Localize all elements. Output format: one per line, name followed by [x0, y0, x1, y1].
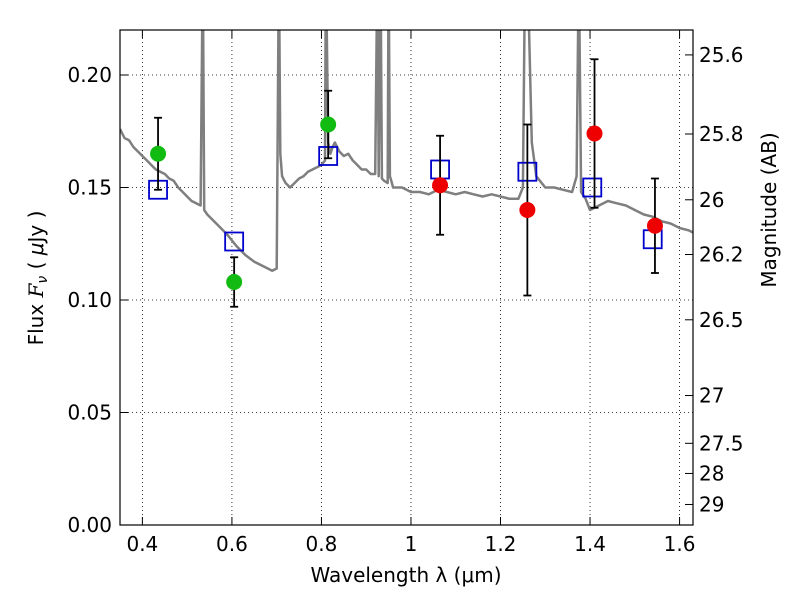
plot-frame [119, 29, 694, 526]
y-tick-label: 0.00 [67, 513, 112, 537]
x-tick-label: 1 [405, 532, 418, 556]
axis-ticks: 0.4 0.6 0.8 1 1.2 1.4 1.6 0.00 0.05 0.10 0.15 0.20 2… [67, 30, 744, 556]
y2-axis-label: Magnitude (AB) [757, 132, 781, 287]
model-photometry-square [582, 177, 603, 198]
y2-tick-label: 27.5 [699, 431, 744, 455]
observed-flux-point [150, 145, 167, 162]
observed-flux-point [519, 202, 536, 218]
y-axis-label: Flux Fν ( μJy ) [24, 211, 51, 346]
y2-tick-label: 27 [699, 384, 724, 408]
x-tick-label: 0.6 [216, 532, 248, 556]
y2-tick-label: 29 [699, 492, 724, 516]
grid [120, 30, 693, 526]
y-tick-label: 0.20 [67, 63, 112, 87]
model-photometry-square [224, 231, 245, 252]
x-tick-label: 1.6 [664, 532, 696, 556]
observed-flux-point [586, 125, 603, 142]
x-tick-label: 0.4 [126, 532, 158, 556]
x-tick-label: 1.4 [574, 532, 606, 556]
y2-tick-label: 26 [699, 188, 724, 212]
y-tick-label: 0.05 [67, 401, 112, 425]
y2-tick-label: 25.6 [699, 43, 744, 67]
observed-flux-point [432, 177, 449, 194]
x-axis-label: Wavelength λ (μm) [310, 563, 501, 587]
y-tick-label: 0.10 [67, 288, 112, 312]
x-tick-label: 0.8 [306, 532, 338, 556]
y2-tick-label: 26.5 [699, 308, 744, 332]
y2-tick-label: 26.2 [699, 242, 744, 266]
y2-tick-label: 25.8 [699, 122, 744, 146]
x-tick-label: 1.2 [485, 532, 517, 556]
observed-flux-point [646, 217, 663, 234]
observed-flux-point [226, 274, 243, 290]
y-tick-label: 0.15 [67, 176, 112, 200]
data-points-layer [148, 58, 663, 308]
model-spectrum-line [120, 30, 693, 273]
y2-tick-label: 28 [699, 461, 724, 485]
model-spectrum-layer [120, 30, 693, 273]
observed-flux-point [320, 116, 337, 133]
